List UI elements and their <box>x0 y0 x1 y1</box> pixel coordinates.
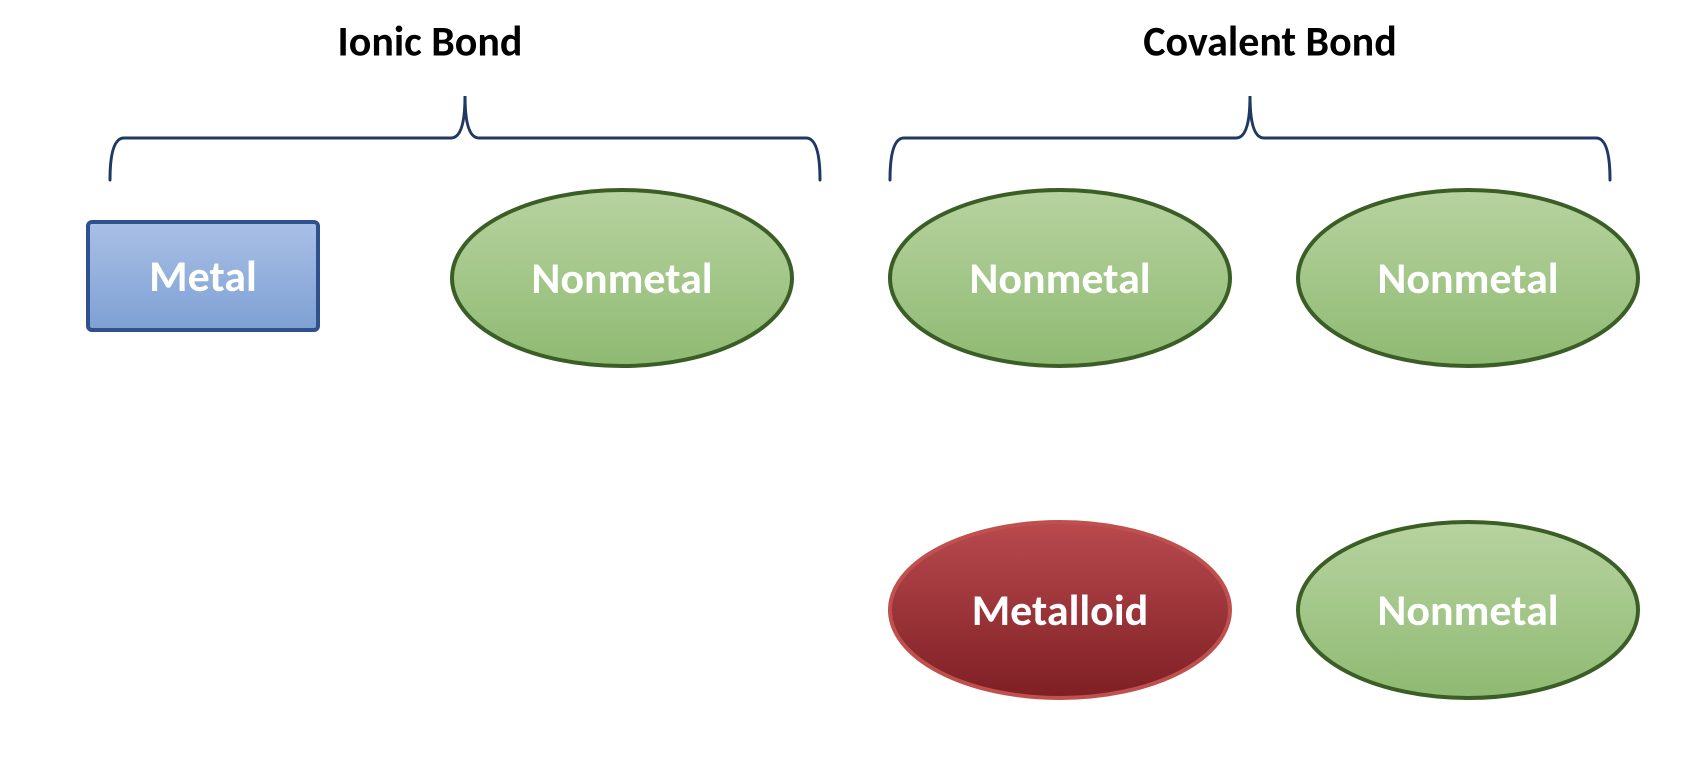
nonmetal_bottom-label: Nonmetal <box>1377 583 1558 637</box>
nonmetal_top_a-node: Nonmetal <box>890 190 1230 366</box>
nonmetal_bottom-node: Nonmetal <box>1298 522 1638 698</box>
metalloid-label: Metalloid <box>972 583 1149 637</box>
nonmetal_top_b-node: Nonmetal <box>1298 190 1638 366</box>
nonmetal_top_b-label: Nonmetal <box>1377 251 1558 305</box>
nonmetal_left-node: Nonmetal <box>452 190 792 366</box>
brace-covalent <box>890 96 1610 180</box>
metalloid-node: Metalloid <box>890 522 1230 698</box>
covalent-title: Covalent Bond <box>1143 17 1397 68</box>
metal-label: Metal <box>149 249 257 303</box>
brace-ionic <box>110 96 820 180</box>
nonmetal_top_a-label: Nonmetal <box>969 251 1150 305</box>
metal-node: Metal <box>88 222 318 330</box>
nonmetal_left-label: Nonmetal <box>531 251 712 305</box>
ionic-title: Ionic Bond <box>338 17 523 68</box>
